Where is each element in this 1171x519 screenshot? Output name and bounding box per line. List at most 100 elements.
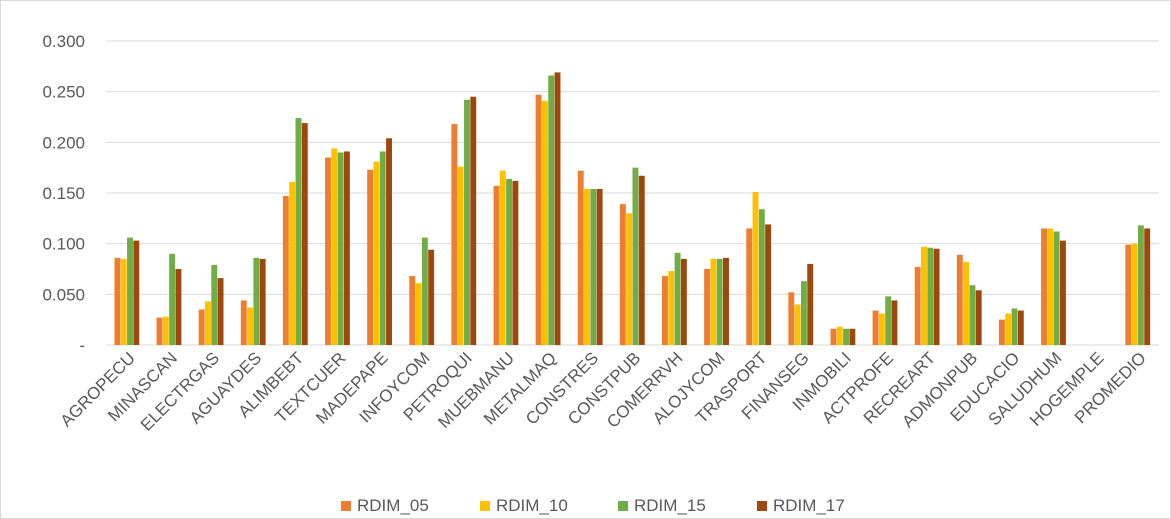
bar-rdim-05-constres	[577, 170, 584, 345]
bar-rdim-17-agropecu	[133, 240, 140, 345]
legend-swatch	[341, 501, 351, 511]
bar-rdim-17-textcuer	[343, 151, 350, 345]
bar-rdim-10-aguaydes	[247, 307, 254, 345]
bar-rdim-05-constpub	[619, 204, 626, 345]
bar-rdim-10-alimbebt	[289, 181, 296, 345]
legend-label: RDIM_05	[357, 496, 429, 515]
bar-rdim-17-alojycom	[723, 257, 729, 345]
bar-rdim-15-recreart	[927, 247, 934, 345]
bar-rdim-15-saludhum	[1053, 231, 1060, 345]
bar-rdim-15-inmobili	[843, 328, 849, 345]
bar-rdim-17-admonpub	[975, 290, 982, 345]
bar-rdim-05-educacio	[998, 319, 1005, 345]
bar-rdim-05-finanseg	[788, 292, 795, 345]
bar-rdim-10-minascan	[162, 316, 169, 345]
bar-rdim-05-admonpub	[956, 254, 963, 345]
bar-rdim-15-aguaydes	[253, 257, 260, 345]
bar-rdim-15-metalmaq	[548, 75, 555, 345]
bar-rdim-05-aguaydes	[240, 300, 247, 345]
legend: RDIM_05 RDIM_10 RDIM_15 RDIM_17	[341, 496, 845, 515]
bar-rdim-17-educacio	[1017, 310, 1024, 345]
y-tick-label: 0.300	[42, 32, 85, 51]
bar-rdim-10-admonpub	[963, 261, 970, 345]
bar-rdim-10-constres	[584, 188, 590, 345]
legend-label: RDIM_10	[496, 496, 568, 515]
bar-rdim-15-comerrvh	[674, 252, 681, 345]
legend-label: RDIM_15	[634, 496, 706, 515]
bar-rdim-17-trasport	[765, 224, 772, 345]
bar-rdim-17-comerrvh	[680, 258, 687, 345]
y-axis: 0.300 0.250 0.200 0.150 0.100 0.050 -	[42, 32, 85, 355]
bar-rdim-05-petroqui	[451, 124, 458, 346]
bar-rdim-10-constpub	[626, 213, 633, 345]
bar-rdim-17-promedio	[1144, 228, 1151, 345]
bar-rdim-10-saludhum	[1047, 228, 1054, 345]
bar-rdim-10-comerrvh	[668, 271, 675, 345]
bar-rdim-05-alimbebt	[282, 196, 289, 345]
bar-rdim-05-inmobili	[830, 328, 837, 345]
bar-rdim-05-textcuer	[325, 157, 331, 345]
bar-rdim-10-muebmanu	[499, 170, 506, 345]
legend-swatch	[757, 501, 767, 511]
bar-rdim-10-alojycom	[710, 258, 717, 345]
bar-rdim-15-trasport	[758, 209, 765, 345]
bar-rdim-10-madepape	[373, 161, 380, 345]
bar-rdim-05-comerrvh	[662, 276, 668, 345]
bar-rdim-17-infoycom	[428, 249, 435, 345]
bar-rdim-10-petroqui	[457, 166, 464, 345]
bar-rdim-17-electrgas	[217, 278, 224, 345]
bar-rdim-10-recreart	[921, 246, 927, 345]
bar-rdim-17-inmobili	[849, 328, 856, 345]
y-tick-label: 0.150	[42, 184, 85, 203]
bar-rdim-05-infoycom	[409, 276, 416, 345]
bar-rdim-15-promedio	[1137, 225, 1144, 345]
bar-rdim-17-petroqui	[470, 96, 477, 345]
bar-rdim-10-textcuer	[331, 148, 338, 345]
bar-rdim-15-petroqui	[464, 99, 470, 345]
bar-rdim-17-constres	[596, 188, 603, 345]
bar-rdim-15-muebmanu	[506, 178, 513, 345]
bar-rdim-10-metalmaq	[541, 100, 548, 345]
bar-rdim-10-infoycom	[415, 283, 422, 345]
bar-rdim-17-constpub	[638, 175, 645, 345]
bar-rdim-05-actprofe	[872, 310, 879, 345]
y-tick-label: -	[79, 336, 85, 355]
bar-rdim-15-alimbebt	[295, 118, 302, 345]
bar-rdim-05-electrgas	[198, 309, 205, 345]
bar-rdim-15-admonpub	[969, 285, 976, 345]
bar-rdim-15-textcuer	[337, 152, 344, 345]
bar-rdim-10-finanseg	[794, 304, 801, 345]
bar-rdim-15-constres	[590, 188, 597, 345]
y-tick-label: 0.100	[42, 235, 85, 254]
bar-rdim-15-finanseg	[800, 281, 807, 345]
bar-rdim-15-infoycom	[421, 237, 428, 345]
bar-rdim-15-electrgas	[211, 264, 218, 345]
bar-rdim-05-promedio	[1125, 244, 1132, 345]
bar-rdim-15-constpub	[632, 167, 639, 345]
bar-rdim-15-madepape	[379, 151, 386, 345]
bar-rdim-10-actprofe	[878, 313, 885, 345]
y-tick-label: 0.050	[42, 285, 85, 304]
bar-rdim-17-alimbebt	[301, 123, 308, 345]
legend-swatch	[480, 501, 490, 511]
bar-rdim-05-saludhum	[1041, 228, 1047, 345]
bar-rdim-05-trasport	[746, 228, 753, 345]
bar-rdim-15-agropecu	[127, 237, 133, 345]
bar-rdim-10-agropecu	[120, 258, 127, 345]
legend-swatch	[618, 501, 628, 511]
x-axis: AGROPECUMINASCANELECTRGASAGUAYDESALIMBEB…	[57, 348, 1150, 434]
y-tick-label: 0.200	[42, 133, 85, 152]
bar-rdim-17-madepape	[386, 138, 392, 345]
bar-rdim-15-minascan	[169, 253, 176, 345]
bars	[114, 72, 1151, 346]
bar-rdim-17-finanseg	[807, 263, 814, 345]
bar-rdim-10-trasport	[752, 191, 759, 345]
legend-label: RDIM_17	[773, 496, 845, 515]
bar-rdim-05-minascan	[156, 317, 163, 345]
bar-rdim-17-actprofe	[891, 300, 898, 345]
bar-rdim-05-metalmaq	[535, 94, 542, 345]
bar-rdim-17-minascan	[175, 269, 182, 345]
y-tick-label: 0.250	[42, 83, 85, 102]
